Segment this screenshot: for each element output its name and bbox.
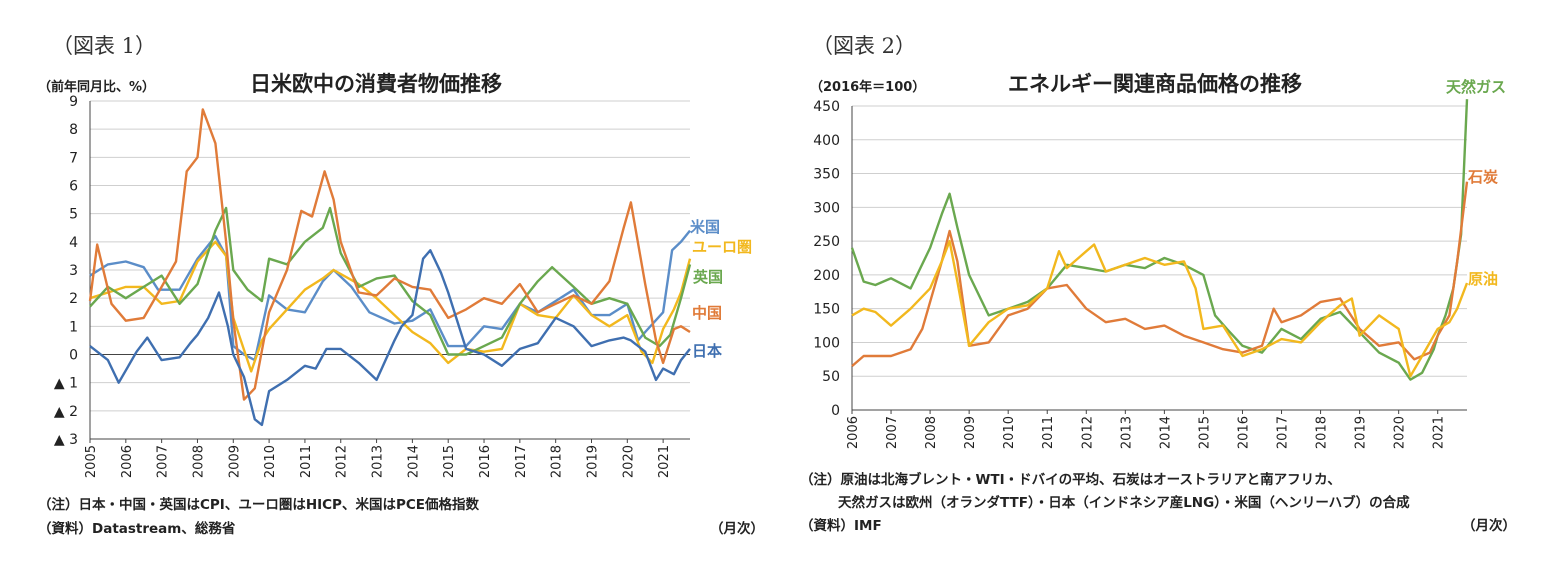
legend-label-1: 米国 — [690, 218, 720, 236]
y-axis-unit: （2016年＝100） — [810, 80, 926, 95]
y-tick-label: 0 — [831, 403, 840, 419]
y-tick-label: 400 — [813, 133, 840, 149]
x-tick-label: 2019 — [585, 445, 600, 478]
y-tick-label: 0 — [69, 348, 78, 364]
legend-label-2: 石炭 — [1467, 168, 1498, 186]
y-tick-label: 150 — [813, 302, 840, 318]
x-tick-label: 2018 — [1315, 416, 1330, 449]
x-tick-label: 2010 — [263, 445, 278, 478]
x-tick-label: 2008 — [924, 416, 939, 449]
y-tick-label: 8 — [69, 122, 78, 138]
y-tick-label: 4 — [69, 235, 78, 251]
x-tick-label: 2015 — [442, 445, 457, 478]
x-tick-label: 2012 — [335, 445, 350, 478]
y-tick-label: ▲ 1 — [54, 376, 78, 392]
chart-note-line1: （注）原油は北海ブレント・WTI・ドバイの平均、石炭はオーストラリアと南アフリカ… — [800, 472, 1341, 488]
x-tick-label: 2021 — [1432, 416, 1447, 449]
series-line-4 — [88, 108, 691, 401]
y-tick-label: 350 — [813, 167, 840, 183]
series-line-2 — [851, 181, 1469, 368]
x-axis-unit: （月次） — [1462, 518, 1516, 534]
x-tick-label: 2017 — [514, 445, 529, 478]
y-tick-label: 50 — [822, 369, 840, 385]
chart-svg-cpi: 9 8 7 6 5 4 3 2 1 0 ▲ 1 ▲ 2 ▲ 3 2005 2006 2007 2008 2009 2… — [54, 94, 752, 478]
y-tick-label: 250 — [813, 234, 840, 250]
y-tick-label: 5 — [69, 207, 78, 223]
x-tick-label: 2014 — [1158, 416, 1173, 449]
x-tick-label: 2016 — [478, 445, 493, 478]
x-tick-label: 2018 — [550, 445, 565, 478]
x-tick-label: 2020 — [621, 445, 636, 478]
x-tick-label: 2007 — [885, 416, 900, 449]
x-tick-label: 2013 — [371, 445, 386, 478]
chart-svg-energy: 450 400 350 300 250 200 150 100 50 0 2006 2007 2008 2… — [813, 78, 1506, 449]
y-tick-label: 2 — [69, 291, 78, 307]
x-tick-label: 2005 — [84, 445, 99, 478]
y-tick-label: 7 — [69, 150, 78, 166]
y-tick-label: 9 — [69, 94, 78, 110]
series-line-3 — [89, 206, 692, 356]
y-tick-label: ▲ 3 — [54, 432, 78, 448]
x-tick-label: 2009 — [227, 445, 242, 478]
x-tick-label: 2021 — [657, 445, 672, 478]
series-line-1 — [89, 229, 691, 362]
series-line-5 — [89, 249, 691, 427]
y-tick-label: ▲ 2 — [54, 404, 78, 420]
legend-label-5: 日本 — [692, 342, 722, 360]
y-tick-label: 200 — [813, 268, 840, 284]
chart-panel-energy: （図表 2） （2016年＝100） エネルギー関連商品価格の推移 450 400… — [790, 0, 1561, 576]
x-tick-label: 2014 — [406, 445, 421, 478]
legend-label-3: 原油 — [1468, 270, 1498, 288]
y-tick-label: 100 — [813, 335, 840, 351]
x-tick-label: 2020 — [1393, 416, 1408, 449]
x-tick-label: 2010 — [1002, 416, 1017, 449]
y-tick-label: 1 — [69, 319, 78, 335]
x-tick-label: 2013 — [1119, 416, 1134, 449]
chart-note: （注）日本・中国・英国はCPI、ユーロ圏はHICP、米国はPCE価格指数 — [38, 497, 479, 513]
chart-panel-cpi: （図表 1） （前年同月比、%） 日米欧中の消費者物価推移 9 8 7 6 5 4 3 2 1 0… — [0, 0, 780, 576]
legend-label-3: 英国 — [693, 268, 723, 286]
x-tick-label: 2006 — [846, 416, 861, 449]
x-tick-label: 2017 — [1276, 416, 1291, 449]
chart-note-line2: 天然ガスは欧州（オランダTTF）・日本（インドネシア産LNG）・米国（ヘンリーハ… — [838, 495, 1410, 511]
x-tick-label: 2012 — [1080, 416, 1095, 449]
x-tick-label: 2011 — [1041, 416, 1056, 449]
figure-label: （図表 2） — [812, 34, 917, 58]
x-tick-label: 2007 — [156, 445, 171, 478]
x-tick-label: 2016 — [1236, 416, 1251, 449]
x-tick-label: 2006 — [120, 445, 135, 478]
x-tick-label: 2019 — [1354, 416, 1369, 449]
legend-label-4: 中国 — [692, 304, 722, 322]
y-tick-label: 300 — [813, 200, 840, 216]
series-line-2 — [89, 240, 692, 373]
series-line-3 — [851, 239, 1469, 378]
legend-label-2: ユーロ圏 — [692, 238, 752, 256]
figure-label: （図表 1） — [52, 34, 157, 58]
y-axis-unit: （前年同月比、%） — [38, 80, 156, 95]
legend-label-1: 天然ガス — [1446, 78, 1506, 96]
chart-title: エネルギー関連商品価格の推移 — [1008, 72, 1302, 96]
x-tick-label: 2011 — [299, 445, 314, 478]
x-tick-label: 2015 — [1197, 416, 1212, 449]
x-axis-unit: （月次） — [710, 521, 764, 537]
x-tick-label: 2009 — [963, 416, 978, 449]
y-tick-label: 6 — [69, 179, 78, 195]
y-tick-label: 3 — [69, 263, 78, 279]
y-tick-label: 450 — [813, 99, 840, 115]
x-tick-label: 2008 — [191, 445, 206, 478]
chart-title: 日米欧中の消費者物価推移 — [250, 72, 502, 96]
series-line-1 — [850, 99, 1469, 381]
chart-source: （資料）Datastream、総務省 — [38, 521, 236, 537]
chart-source: （資料）IMF — [800, 518, 882, 534]
